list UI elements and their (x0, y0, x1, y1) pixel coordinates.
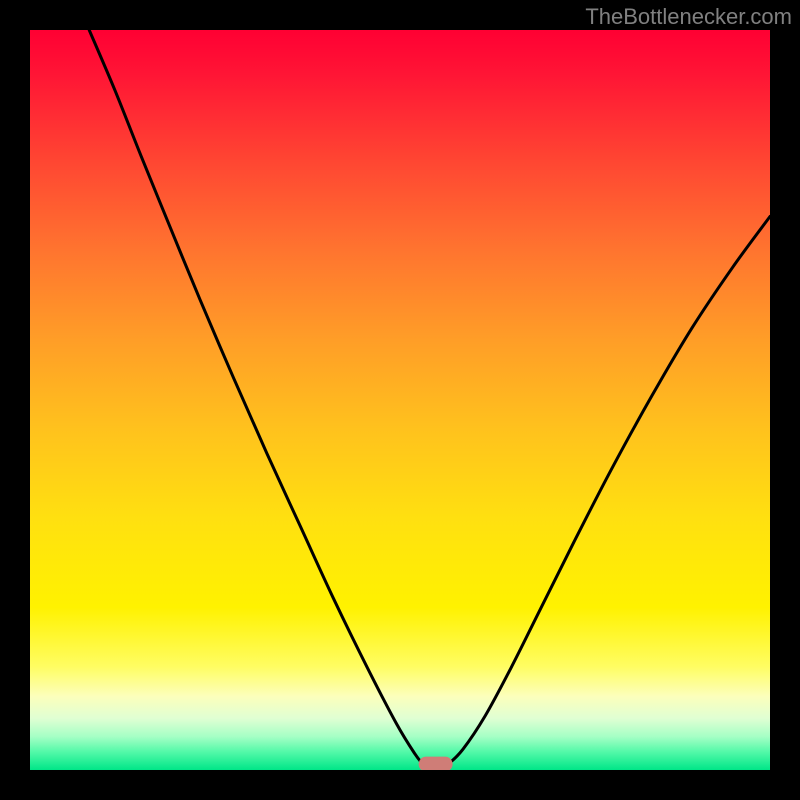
optimal-marker (418, 757, 453, 770)
plot-area (30, 30, 770, 770)
watermark-text: TheBottlenecker.com (585, 4, 792, 30)
bottleneck-curve (89, 30, 770, 769)
curve-layer (30, 30, 770, 770)
chart-container: TheBottlenecker.com (0, 0, 800, 800)
